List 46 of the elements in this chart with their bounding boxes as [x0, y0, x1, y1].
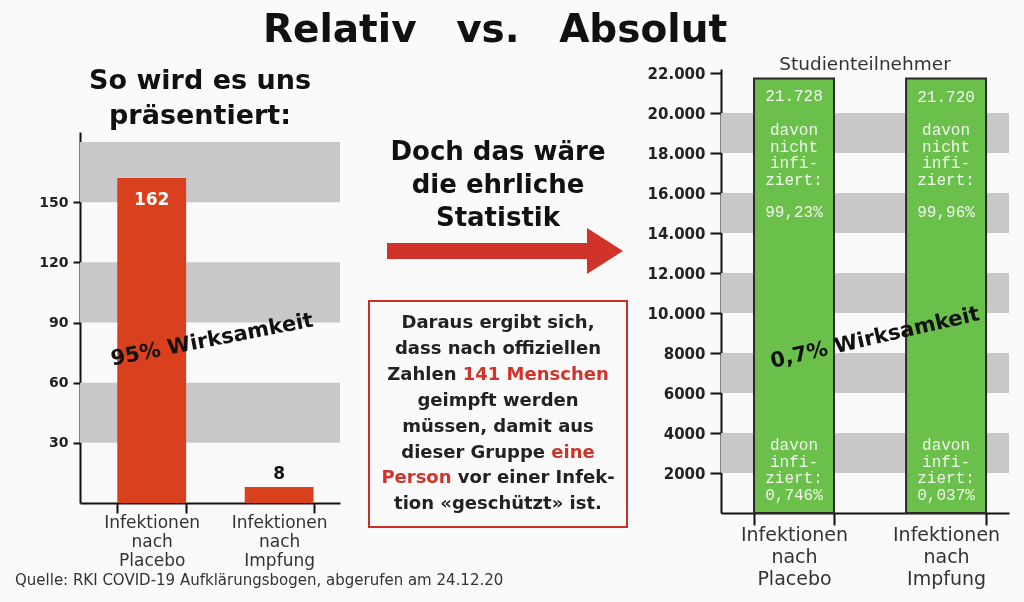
- annotation: davon infi- ziert: 0,746%: [765, 437, 824, 505]
- x-tick-label: Infektionen nach Placebo: [104, 511, 201, 570]
- chart-title: So wird es uns präsentiert:: [89, 64, 311, 130]
- y-tick-label: 18.000: [647, 144, 706, 163]
- y-tick-label: 8000: [663, 344, 706, 363]
- text: dass nach offiziellen: [394, 336, 602, 358]
- text: tion «geschützt» ist.: [394, 492, 602, 514]
- y-tick-label: 16.000: [647, 184, 706, 203]
- chart-title: Studienteilnehmer: [779, 52, 952, 74]
- annotation: davon infi- ziert: 0,037%: [917, 437, 976, 505]
- y-tick-label: 20.000: [647, 104, 706, 123]
- text: 141 Menschen: [462, 362, 609, 384]
- annotation: davon nicht infi- ziert:: [765, 122, 823, 190]
- x-tick-label: Infektionen nach Impfung: [231, 511, 328, 570]
- text: dieser Gruppe: [401, 440, 546, 462]
- y-tick-label: 90: [49, 314, 69, 331]
- y-tick-label: 150: [39, 193, 69, 210]
- data-label: 21.728: [765, 88, 823, 107]
- text: Daraus ergibt sich,: [401, 311, 595, 332]
- y-tick-label: 2000: [663, 464, 706, 483]
- y-tick-label: 6000: [663, 384, 706, 403]
- data-label: 162: [133, 189, 170, 210]
- annotation: 99,96%: [917, 204, 976, 222]
- y-tick-label: 120: [39, 253, 69, 270]
- y-tick-label: 30: [49, 434, 69, 451]
- y-tick-label: 60: [49, 374, 69, 391]
- y-tick-label: 22.000: [647, 64, 706, 83]
- y-tick-label: 12.000: [647, 264, 706, 283]
- text: geimpft werden: [417, 388, 579, 410]
- annotation: 99,23%: [765, 204, 824, 222]
- data-label: 8: [273, 462, 286, 483]
- source-note: Quelle: RKI COVID-19 Aufklärungsbogen, abgerufen am 24.12.20: [15, 571, 504, 589]
- text: müssen, damit aus: [402, 414, 594, 436]
- text: eine: [551, 440, 595, 462]
- y-tick-label: 14.000: [647, 224, 706, 243]
- text: Person: [381, 466, 452, 488]
- y-tick-label: 4000: [663, 424, 706, 443]
- text: Relativ vs. Absolut: [261, 6, 729, 52]
- x-tick-label: Infektionen nach Impfung: [892, 522, 1001, 589]
- annotation: davon nicht infi- ziert:: [917, 122, 975, 190]
- y-tick-label: 10.000: [647, 304, 706, 323]
- text: Zahlen: [387, 362, 457, 384]
- x-tick-label: Infektionen nach Placebo: [740, 522, 849, 589]
- text: vor einer Infek-: [457, 466, 615, 488]
- data-label: 21.720: [917, 88, 975, 107]
- text: Doch das wäre die ehrliche Statistik: [389, 135, 607, 234]
